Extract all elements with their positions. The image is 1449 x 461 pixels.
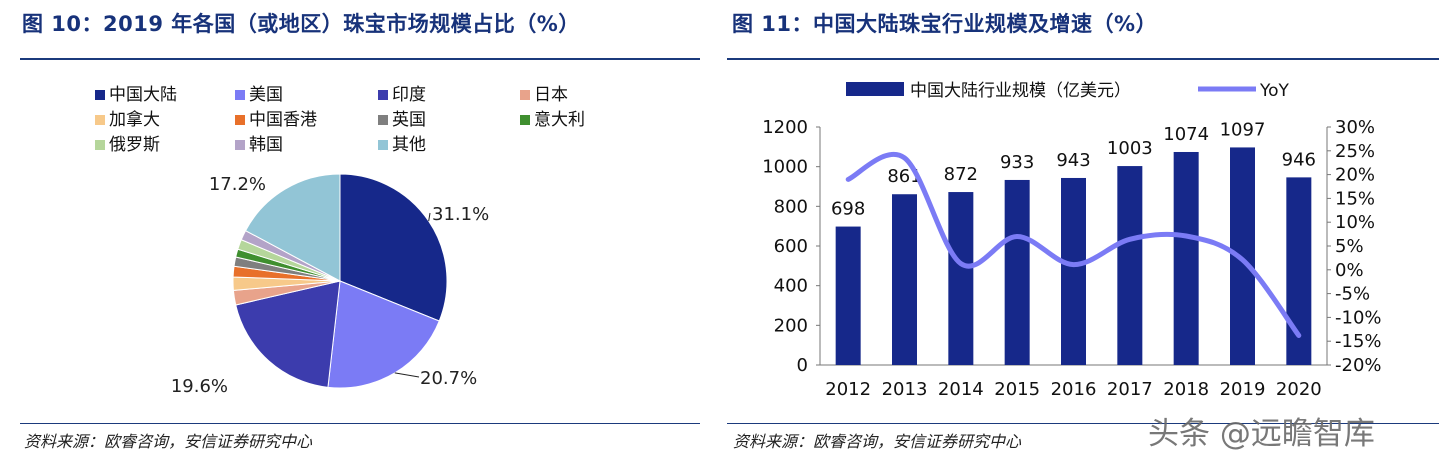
bar-data-label: 933 xyxy=(1000,152,1034,173)
bar-data-label: 1097 xyxy=(1220,119,1266,140)
right-tick-label: 15% xyxy=(1335,188,1375,209)
bar xyxy=(892,194,917,365)
bar-data-label: 946 xyxy=(1282,149,1316,170)
right-source-note: 资料来源：欧睿咨询，安信证券研究中心 xyxy=(733,432,1022,451)
legend-label: 英国 xyxy=(392,110,426,130)
pie-data-label: 20.7% xyxy=(420,368,477,389)
bar-data-label: 872 xyxy=(944,164,978,185)
bar-line-chart: 中国大陆行业规模（亿美元） YoY 0 200 400 600 800 1000 1200 -20… xyxy=(762,81,1382,400)
right-tick-label: -20% xyxy=(1335,355,1382,376)
bar xyxy=(1004,179,1030,365)
legend-swatch xyxy=(520,115,530,125)
x-tick-label: 2012 xyxy=(825,379,871,400)
bar-data-label: 1003 xyxy=(1107,138,1153,159)
left-tick-label: 0 xyxy=(797,355,808,376)
right-tick-label: 25% xyxy=(1335,141,1375,162)
right-tick-label: 20% xyxy=(1335,165,1375,186)
legend-label-line: YoY xyxy=(1259,81,1290,101)
left-tick-label: 600 xyxy=(774,236,808,257)
right-tick-label: 10% xyxy=(1335,212,1375,233)
legend-label: 俄罗斯 xyxy=(109,135,160,155)
legend-label-bar: 中国大陆行业规模（亿美元） xyxy=(910,81,1131,101)
bar-data-label: 698 xyxy=(831,199,865,220)
bar xyxy=(1230,147,1255,365)
legend-swatch xyxy=(95,140,105,150)
legend-label: 印度 xyxy=(392,85,426,105)
legend-swatch xyxy=(378,90,388,100)
legend-swatch xyxy=(520,90,530,100)
legend-swatch-bar xyxy=(846,82,904,96)
right-title-rule xyxy=(727,58,1439,60)
right-tick-label: 30% xyxy=(1335,117,1375,138)
x-tick-label: 2020 xyxy=(1276,379,1322,400)
pie-slice xyxy=(327,280,440,389)
legend-swatch xyxy=(235,140,245,150)
legend-swatch xyxy=(235,90,245,100)
legend-label: 美国 xyxy=(249,85,283,105)
right-source-rule xyxy=(727,423,1439,424)
legend-swatch xyxy=(235,115,245,125)
bar xyxy=(1061,177,1086,365)
legend-swatch xyxy=(378,140,388,150)
right-tick-label: 5% xyxy=(1335,236,1364,257)
legend-label: 中国香港 xyxy=(249,110,317,130)
legend-label: 加拿大 xyxy=(109,109,160,130)
pie-data-label: 31.1% xyxy=(432,204,489,225)
right-tick-label: -15% xyxy=(1335,331,1382,352)
bar xyxy=(948,192,974,365)
leader-line xyxy=(428,212,431,222)
right-tick-label: -10% xyxy=(1335,307,1382,328)
left-title-rule xyxy=(20,58,700,60)
left-tick-label: 800 xyxy=(774,196,808,217)
yoy-line xyxy=(845,152,1302,338)
x-tick-label: 2013 xyxy=(882,379,928,400)
legend-label: 日本 xyxy=(534,85,568,105)
bar xyxy=(1173,151,1199,365)
pie-slice xyxy=(339,173,448,322)
legend-label: 中国大陆 xyxy=(109,85,177,105)
legend-label: 意大利 xyxy=(534,110,585,130)
left-tick-label: 1000 xyxy=(762,157,808,178)
legend-swatch xyxy=(378,115,388,125)
bar-data-label: 943 xyxy=(1056,150,1090,171)
bar-data-label: 1074 xyxy=(1163,124,1209,145)
left-tick-label: 1200 xyxy=(762,117,808,138)
left-figure-title: 图 10：2019 年各国（或地区）珠宝市场规模占比（%） xyxy=(22,12,580,36)
right-tick-label: 0% xyxy=(1335,260,1364,281)
watermark: 头条 @远瞻智库 xyxy=(1148,416,1375,452)
left-tick-label: 200 xyxy=(774,315,808,336)
right-tick-label: -5% xyxy=(1335,284,1370,305)
x-tick-label: 2019 xyxy=(1220,379,1266,400)
x-tick-label: 2014 xyxy=(938,379,984,400)
right-figure-title: 图 11：中国大陆珠宝行业规模及增速（%） xyxy=(732,12,1158,36)
legend-label: 其他 xyxy=(392,135,426,155)
left-source-note: 资料来源：欧睿咨询，安信证券研究中心 xyxy=(24,432,313,451)
left-source-rule xyxy=(20,423,700,424)
pie-data-label: 19.6% xyxy=(171,376,228,397)
pie-slice xyxy=(235,280,341,388)
legend-label: 韩国 xyxy=(249,135,283,155)
pie-slice xyxy=(244,173,341,282)
bar xyxy=(835,226,861,365)
x-tick-label: 2016 xyxy=(1051,379,1097,400)
legend-swatch xyxy=(95,115,105,125)
x-tick-label: 2018 xyxy=(1163,379,1209,400)
bar xyxy=(1117,166,1143,365)
left-tick-label: 400 xyxy=(774,276,808,297)
x-tick-label: 2017 xyxy=(1107,379,1153,400)
legend-swatch xyxy=(95,90,105,100)
x-tick-label: 2015 xyxy=(994,379,1040,400)
pie-data-label: 17.2% xyxy=(209,174,266,195)
leader-line xyxy=(394,372,420,378)
